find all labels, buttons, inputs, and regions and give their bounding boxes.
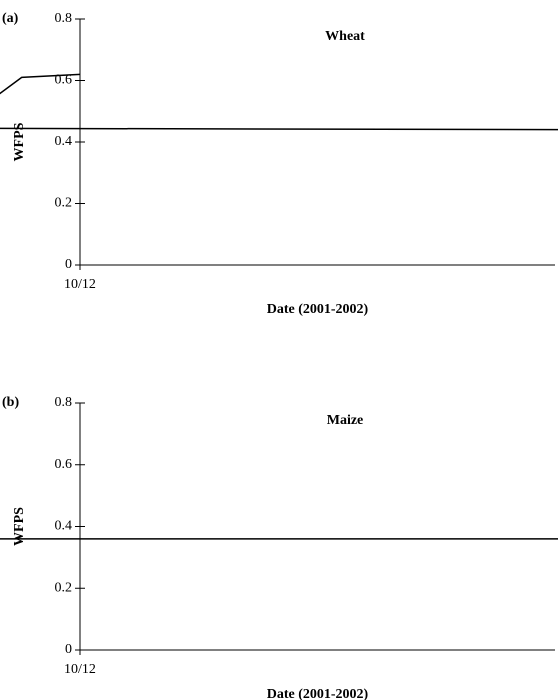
x-tick-label: 10/12 (64, 662, 96, 677)
y-tick-label: 0.4 (55, 134, 73, 149)
y-tick-label: 0.6 (55, 457, 73, 472)
data-line (0, 538, 558, 540)
y-tick-label: 0.4 (55, 519, 73, 534)
panel-title: Maize (327, 413, 364, 428)
x-tick-label: 10/12 (64, 277, 96, 292)
panel-title: Wheat (325, 29, 365, 44)
y-tick-label: 0.2 (55, 580, 73, 595)
y-axis-label: WFPS (12, 507, 27, 546)
y-tick-label: 0.8 (55, 11, 73, 26)
y-tick-label: 0.8 (55, 395, 73, 410)
y-tick-label: 0 (65, 642, 72, 657)
y-tick-label: 0.6 (55, 73, 73, 88)
x-axis-label: Date (2001-2002) (267, 687, 369, 700)
x-axis-label: Date (2001-2002) (267, 302, 369, 317)
y-tick-label: 0.2 (55, 196, 73, 211)
y-tick-label: 0 (65, 257, 72, 272)
data-line (0, 73, 558, 131)
panel-label: (a) (2, 11, 19, 26)
panel-label: (b) (2, 395, 19, 410)
y-axis-label: WFPS (12, 122, 27, 161)
